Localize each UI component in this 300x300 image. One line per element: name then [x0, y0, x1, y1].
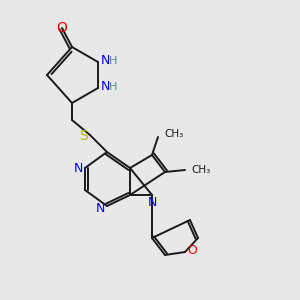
Text: N: N	[95, 202, 105, 215]
Text: CH₃: CH₃	[164, 129, 183, 139]
Text: N: N	[100, 80, 110, 94]
Text: S: S	[79, 129, 87, 143]
Text: N: N	[147, 196, 157, 209]
Text: H: H	[109, 56, 117, 66]
Text: O: O	[187, 244, 197, 257]
Text: N: N	[73, 161, 83, 175]
Text: O: O	[57, 21, 68, 35]
Text: CH₃: CH₃	[191, 165, 210, 175]
Text: N: N	[100, 55, 110, 68]
Text: H: H	[109, 82, 117, 92]
